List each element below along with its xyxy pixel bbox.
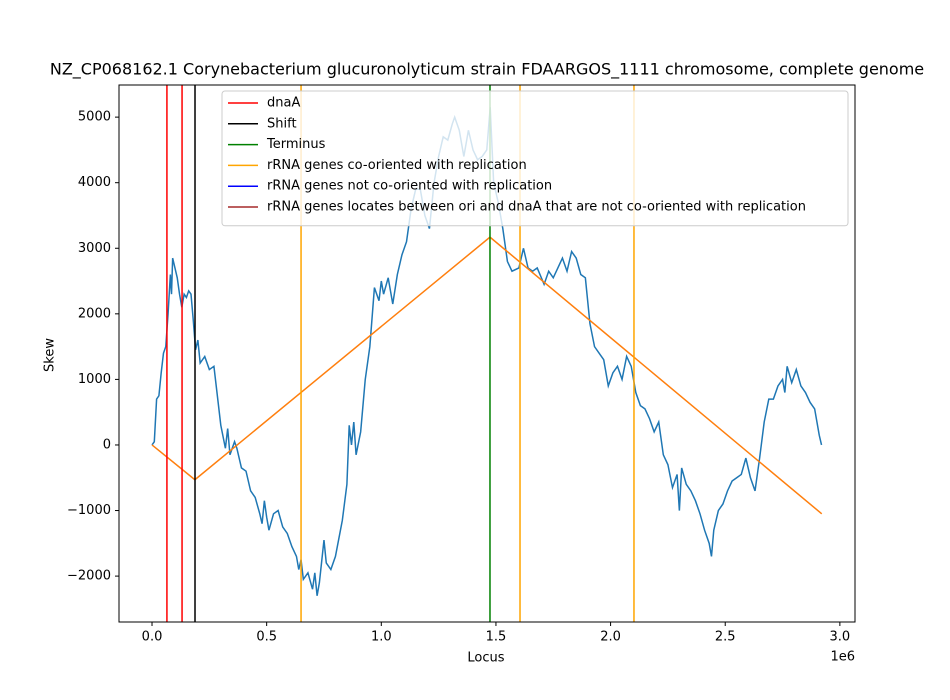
x-axis-label: Locus [467, 651, 504, 666]
y-tick-label: 0 [103, 437, 111, 452]
y-tick-label: 1000 [78, 372, 111, 387]
y-axis-label: Skew [43, 338, 58, 372]
axes-frame [118, 84, 856, 623]
x-tick-label: 2.5 [715, 630, 736, 645]
x-tick-label: 0.5 [256, 630, 277, 645]
x-tick-label: 1.5 [486, 630, 507, 645]
x-tick-label: 3.0 [830, 630, 851, 645]
legend-label: rRNA genes not co-oriented with replicat… [267, 179, 552, 194]
x-offset-label: 1e6 [830, 650, 855, 665]
x-tick-label: 2.0 [600, 630, 621, 645]
theoretical-line [151, 236, 823, 515]
chart-title: NZ_CP068162.1 Corynebacterium glucuronol… [50, 60, 924, 80]
y-tick-label: 2000 [78, 306, 111, 321]
legend-label: rRNA genes co-oriented with replication [267, 158, 527, 173]
y-tick-label: −1000 [67, 503, 111, 518]
y-tick-label: −2000 [67, 569, 111, 584]
legend-label: Terminus [266, 137, 326, 152]
legend-label: dnaA [267, 96, 300, 111]
legend-label: Shift [267, 116, 297, 131]
x-tick-label: 0.0 [142, 630, 163, 645]
x-tick-label: 1.0 [371, 630, 392, 645]
y-tick-label: 4000 [78, 175, 111, 190]
y-tick-label: 3000 [78, 241, 111, 256]
legend-box [221, 90, 849, 227]
y-tick-label: 5000 [78, 110, 111, 125]
legend-label: rRNA genes locates between ori and dnaA … [267, 200, 806, 215]
